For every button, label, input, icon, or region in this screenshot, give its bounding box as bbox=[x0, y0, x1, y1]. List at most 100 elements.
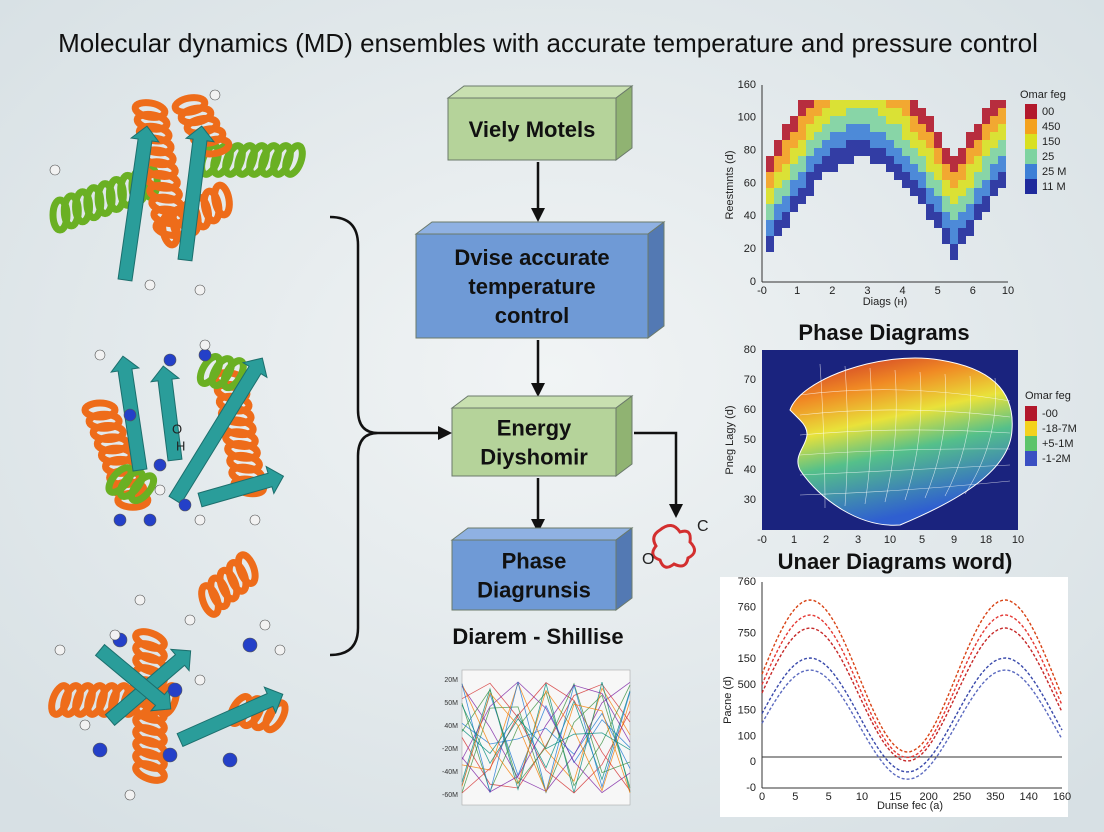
heat-cell bbox=[766, 164, 774, 172]
heat-cell bbox=[894, 140, 902, 148]
heat-cell bbox=[926, 172, 934, 180]
heat-cell bbox=[958, 156, 966, 164]
heat-cell bbox=[982, 196, 990, 204]
heat-cell bbox=[982, 172, 990, 180]
beta-sheet bbox=[168, 357, 268, 505]
heat-cell bbox=[942, 212, 950, 220]
heat-cell bbox=[846, 124, 854, 132]
chart-title: Unaer Diagrams word) bbox=[778, 549, 1013, 574]
heat-cell bbox=[790, 132, 798, 140]
heat-cell bbox=[878, 140, 886, 148]
x-tick-label: 2 bbox=[829, 285, 835, 297]
atom bbox=[94, 349, 106, 361]
heat-cell bbox=[990, 132, 998, 140]
heat-cell bbox=[830, 140, 838, 148]
heat-cell bbox=[774, 180, 782, 188]
heat-cell bbox=[934, 188, 942, 196]
heat-cell bbox=[950, 228, 958, 236]
heat-cell bbox=[982, 148, 990, 156]
heat-cell bbox=[934, 148, 942, 156]
heat-cell bbox=[958, 180, 966, 188]
heat-cell bbox=[822, 100, 830, 108]
wave-line bbox=[761, 599, 1063, 753]
heat-cell bbox=[790, 172, 798, 180]
heat-cell bbox=[934, 196, 942, 204]
heat-cell bbox=[766, 204, 774, 212]
heat-cell bbox=[902, 124, 910, 132]
y-tick-label: 0 bbox=[750, 276, 756, 288]
heat-cell bbox=[862, 116, 870, 124]
atom bbox=[79, 719, 91, 731]
wave-line bbox=[761, 669, 1063, 780]
heat-cell bbox=[950, 156, 958, 164]
heat-cell bbox=[814, 100, 822, 108]
heat-cell bbox=[998, 172, 1006, 180]
heat-cell bbox=[918, 196, 926, 204]
heat-cell bbox=[910, 100, 918, 108]
heat-cell bbox=[854, 148, 862, 156]
box-side bbox=[615, 527, 633, 611]
heat-cell bbox=[814, 164, 822, 172]
box-top bbox=[446, 85, 634, 99]
heat-cell bbox=[918, 164, 926, 172]
heat-cell bbox=[966, 212, 974, 220]
y-tick-label: 760 bbox=[738, 576, 756, 588]
helix-turn bbox=[211, 181, 233, 219]
mesh-line bbox=[799, 448, 1011, 456]
y-tick-label: 40 bbox=[744, 464, 756, 476]
x-tick-label: 5 bbox=[935, 285, 941, 297]
x-tick-label: 9 bbox=[951, 534, 957, 546]
node-label: temperature bbox=[468, 274, 595, 299]
heat-cell bbox=[870, 132, 878, 140]
node-label: Diyshomir bbox=[480, 444, 588, 469]
mini-line bbox=[461, 683, 631, 792]
mesh-line bbox=[924, 373, 947, 499]
x-tick-label: 10 bbox=[856, 791, 868, 803]
heat-cell bbox=[798, 148, 806, 156]
atom bbox=[162, 747, 178, 763]
mini-chart: 20M 50M 40M -20M -40M -60M bbox=[442, 669, 631, 806]
atom bbox=[144, 279, 156, 291]
heat-cell bbox=[942, 220, 950, 228]
heat-cell bbox=[950, 212, 958, 220]
heat-cell bbox=[950, 172, 958, 180]
heat-cell bbox=[766, 228, 774, 236]
heat-cell bbox=[862, 132, 870, 140]
heat-cell bbox=[934, 220, 942, 228]
heat-cell bbox=[966, 132, 974, 140]
legend-label: 00 bbox=[1042, 106, 1054, 118]
heat-cell bbox=[830, 148, 838, 156]
heat-cell bbox=[846, 140, 854, 148]
heat-cell bbox=[894, 116, 902, 124]
heat-cell bbox=[926, 116, 934, 124]
heat-cell bbox=[934, 132, 942, 140]
heat-cell bbox=[926, 212, 934, 220]
heat-cell bbox=[894, 124, 902, 132]
heat-cell bbox=[926, 164, 934, 172]
heat-cell bbox=[982, 188, 990, 196]
heat-cell bbox=[998, 100, 1006, 108]
atom bbox=[113, 513, 127, 527]
heat-cell bbox=[870, 100, 878, 108]
y-tick-label: 70 bbox=[744, 374, 756, 386]
heat-cell bbox=[854, 140, 862, 148]
heat-cell bbox=[774, 140, 782, 148]
heat-cell bbox=[862, 124, 870, 132]
chart-title: Phase Diagrams bbox=[798, 320, 969, 345]
heat-cell bbox=[902, 116, 910, 124]
y-tick-label: -60M bbox=[442, 792, 458, 799]
heat-cell bbox=[910, 140, 918, 148]
heat-cell bbox=[950, 252, 958, 260]
heat-cell bbox=[950, 244, 958, 252]
y-tick-label: 80 bbox=[744, 344, 756, 356]
y-tick-label: -40M bbox=[442, 769, 458, 776]
atom bbox=[199, 339, 211, 351]
y-tick-label: 500 bbox=[738, 679, 756, 691]
heat-cell bbox=[830, 108, 838, 116]
legend-swatch bbox=[1025, 436, 1037, 451]
heat-cell bbox=[798, 156, 806, 164]
heat-cell bbox=[990, 124, 998, 132]
beta-sheet bbox=[94, 643, 172, 712]
icon-label: O bbox=[642, 551, 654, 568]
heat-cell bbox=[926, 140, 934, 148]
